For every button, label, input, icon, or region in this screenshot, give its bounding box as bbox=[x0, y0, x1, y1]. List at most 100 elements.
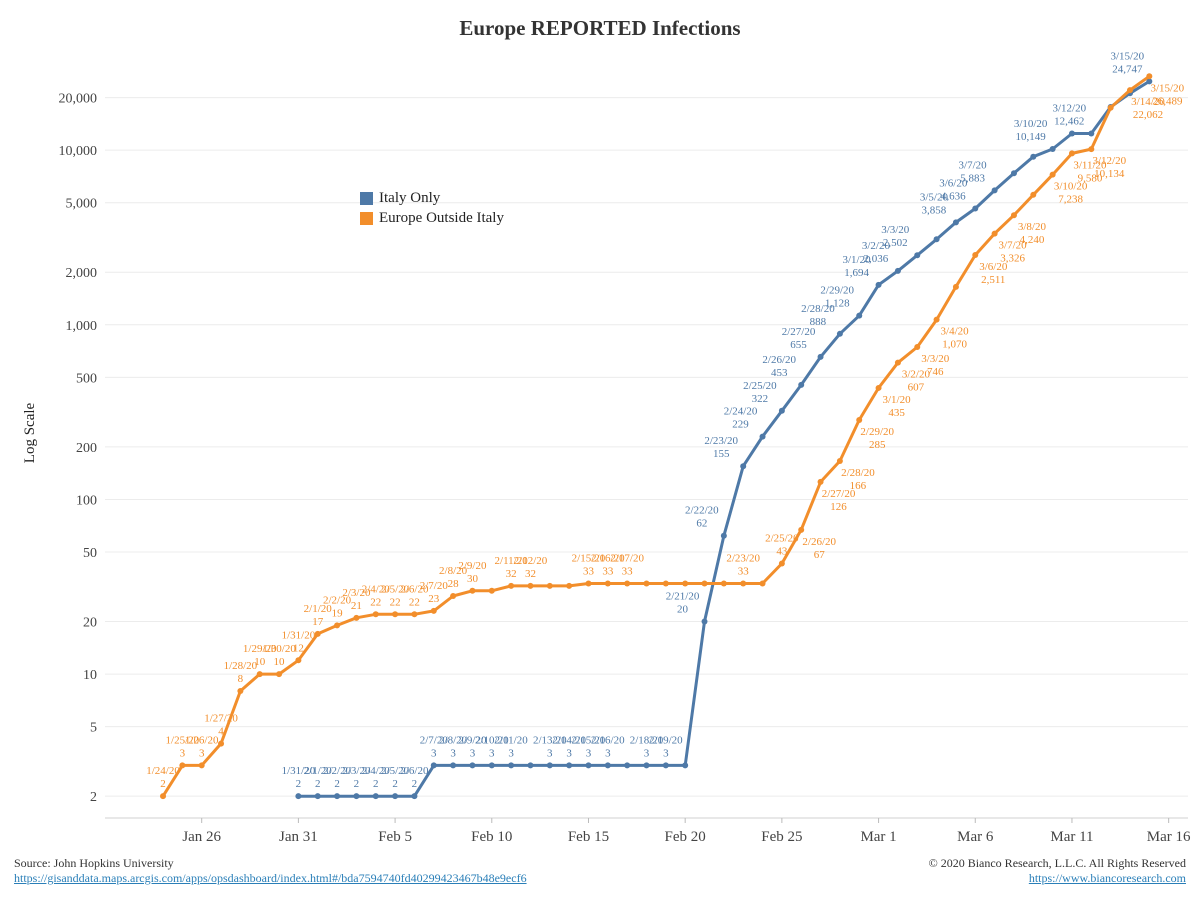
data-label-value-europe: 32 bbox=[506, 568, 517, 580]
data-label-date-italy: 2/7/20 bbox=[420, 734, 449, 746]
data-label-date-europe: 2/5/20 bbox=[381, 583, 410, 595]
data-point-europe bbox=[914, 344, 921, 351]
data-point-europe bbox=[991, 230, 998, 237]
data-point-europe bbox=[740, 580, 747, 587]
data-label-value-italy: 12,462 bbox=[1054, 115, 1084, 127]
data-label-value-italy: 3 bbox=[450, 747, 456, 759]
data-label-date-europe: 2/25/20 bbox=[765, 532, 799, 544]
data-label-date-europe: 2/9/20 bbox=[458, 560, 487, 572]
data-point-italy bbox=[662, 762, 669, 769]
data-label-date-europe: 3/2/20 bbox=[902, 369, 931, 381]
x-tick-label: Jan 26 bbox=[182, 829, 221, 845]
data-label-value-europe: 10,134 bbox=[1094, 168, 1125, 180]
data-point-europe bbox=[701, 580, 708, 587]
legend-label-europe: Europe Outside Italy bbox=[379, 209, 504, 226]
data-label-date-italy: 2/29/20 bbox=[820, 285, 854, 297]
data-label-value-italy: 2,036 bbox=[864, 253, 889, 265]
x-tick-label: Feb 20 bbox=[665, 829, 706, 845]
x-tick-label: Feb 25 bbox=[761, 829, 802, 845]
data-label-value-europe: 43 bbox=[776, 545, 788, 557]
legend-item-europe[interactable]: Europe Outside Italy bbox=[360, 208, 504, 228]
data-labels: 1/31/2022/1/2022/2/2022/3/2022/4/2022/5/… bbox=[146, 50, 1184, 790]
x-tick-label: Mar 16 bbox=[1147, 829, 1191, 845]
series-line-europe bbox=[161, 75, 1151, 797]
data-label-value-italy: 155 bbox=[713, 448, 730, 460]
series-layer bbox=[160, 73, 1153, 800]
x-tick-label: Feb 15 bbox=[568, 829, 609, 845]
data-label-date-europe: 2/16/20 bbox=[591, 553, 625, 565]
axes: 2 5 10 20 50 100 200 500 1,000 2,000 5,000 10,000 20… bbox=[59, 92, 1192, 845]
data-point-italy bbox=[566, 762, 573, 769]
data-label-value-europe: 3 bbox=[180, 747, 186, 759]
data-label-value-europe: 7,238 bbox=[1058, 194, 1083, 206]
data-label-date-europe: 3/11/20 bbox=[1073, 159, 1107, 171]
legend-swatch-italy bbox=[360, 191, 373, 205]
data-label-value-europe: 67 bbox=[814, 549, 826, 561]
data-label-value-europe: 22 bbox=[370, 596, 381, 608]
data-point-europe bbox=[1010, 212, 1017, 219]
data-point-europe bbox=[527, 582, 534, 589]
data-label-date-italy: 2/22/20 bbox=[685, 505, 719, 517]
data-point-europe bbox=[720, 580, 727, 587]
data-point-europe bbox=[237, 688, 244, 695]
data-label-value-italy: 655 bbox=[790, 339, 807, 351]
data-point-italy bbox=[1146, 78, 1153, 85]
data-label-value-italy: 229 bbox=[732, 419, 749, 431]
data-label-date-europe: 1/24/20 bbox=[146, 765, 180, 777]
data-label-value-europe: 10 bbox=[254, 656, 266, 668]
data-label-value-italy: 3,858 bbox=[922, 204, 947, 216]
data-point-italy bbox=[701, 618, 708, 625]
data-point-europe bbox=[604, 580, 611, 587]
data-point-italy bbox=[295, 793, 302, 800]
data-label-date-europe: 1/30/20 bbox=[262, 643, 296, 655]
website-link[interactable]: https://www.biancoresearch.com bbox=[1029, 871, 1186, 886]
data-label-value-italy: 62 bbox=[696, 518, 707, 530]
data-point-italy bbox=[585, 762, 592, 769]
data-label-value-europe: 4,240 bbox=[1020, 234, 1045, 246]
data-label-date-italy: 2/1/20 bbox=[304, 765, 333, 777]
data-point-europe bbox=[295, 657, 302, 664]
data-point-europe bbox=[1146, 73, 1153, 80]
data-label-value-europe: 12 bbox=[293, 642, 304, 654]
data-label-date-europe: 2/2/20 bbox=[323, 594, 352, 606]
website-url-link[interactable]: https://www.biancoresearch.com bbox=[1028, 871, 1186, 885]
data-label-date-italy: 2/13/20 bbox=[533, 734, 567, 746]
legend-label-italy: Italy Only bbox=[379, 189, 441, 206]
data-label-value-europe: 435 bbox=[888, 407, 905, 419]
data-label-value-europe: 746 bbox=[927, 366, 944, 378]
data-label-date-europe: 2/7/20 bbox=[420, 580, 449, 592]
data-label-value-italy: 3 bbox=[586, 747, 592, 759]
data-label-value-italy: 24,747 bbox=[1112, 63, 1143, 75]
data-label-value-italy: 3 bbox=[663, 747, 669, 759]
data-label-date-europe: 2/12/20 bbox=[514, 555, 548, 567]
y-tick-label: 500 bbox=[76, 371, 97, 386]
data-label-value-europe: 22,062 bbox=[1133, 109, 1163, 121]
data-point-europe bbox=[488, 587, 495, 594]
data-label-date-europe: 1/28/20 bbox=[224, 660, 258, 672]
source-url-link[interactable]: https://gisanddata.maps.arcgis.com/apps/… bbox=[14, 871, 527, 885]
y-tick-label: 100 bbox=[76, 493, 97, 508]
data-label-value-europe: 607 bbox=[908, 382, 925, 394]
data-label-date-italy: 2/21/20 bbox=[666, 591, 700, 603]
data-label-date-europe: 2/4/20 bbox=[362, 583, 391, 595]
data-label-value-italy: 3 bbox=[547, 747, 553, 759]
data-label-date-italy: 3/3/20 bbox=[881, 224, 910, 236]
data-label-value-italy: 1,694 bbox=[844, 267, 869, 279]
data-label-date-europe: 3/6/20 bbox=[979, 261, 1008, 273]
data-point-europe bbox=[372, 611, 379, 618]
data-label-value-italy: 888 bbox=[810, 316, 827, 328]
data-point-italy bbox=[430, 762, 437, 769]
y-tick-label: 50 bbox=[83, 546, 97, 561]
data-label-date-italy: 3/2/20 bbox=[862, 240, 891, 252]
data-label-value-europe: 19 bbox=[332, 607, 344, 619]
data-label-value-italy: 3 bbox=[470, 747, 476, 759]
data-point-europe bbox=[1068, 150, 1075, 157]
legend-item-italy[interactable]: Italy Only bbox=[360, 188, 504, 208]
data-point-europe bbox=[972, 251, 979, 258]
data-point-europe bbox=[933, 316, 940, 323]
data-point-europe bbox=[1088, 146, 1095, 153]
x-tick-label: Mar 6 bbox=[957, 829, 994, 845]
data-point-italy bbox=[914, 252, 921, 259]
source-link[interactable]: https://gisanddata.maps.arcgis.com/apps/… bbox=[14, 871, 527, 886]
data-label-date-italy: 2/4/20 bbox=[362, 765, 391, 777]
